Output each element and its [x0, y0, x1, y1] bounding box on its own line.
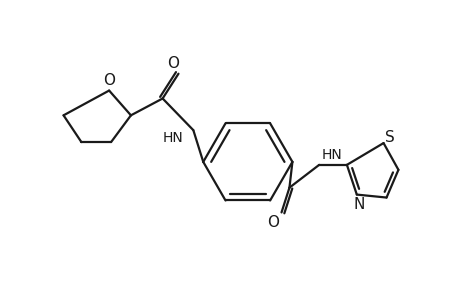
Text: S: S — [384, 130, 393, 145]
Text: O: O — [103, 73, 115, 88]
Text: O: O — [167, 56, 179, 71]
Text: HN: HN — [320, 148, 341, 162]
Text: HN: HN — [162, 131, 183, 145]
Text: O: O — [267, 215, 279, 230]
Text: N: N — [353, 197, 364, 212]
